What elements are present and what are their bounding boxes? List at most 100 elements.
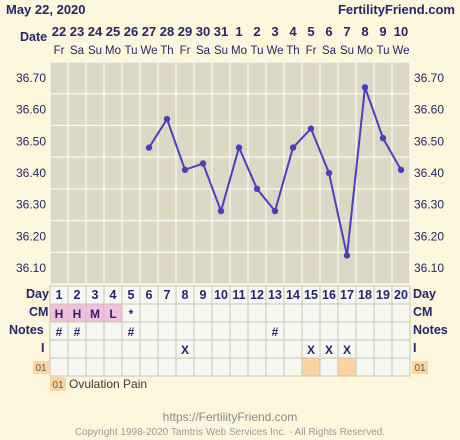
- date-label: 27: [142, 24, 156, 39]
- data-point: [199, 160, 207, 167]
- cycle-day-label: 16: [322, 288, 336, 302]
- cycle-day-label: 9: [200, 288, 207, 302]
- weekday-label: Th: [286, 45, 299, 57]
- code-badge-right-text: 01: [414, 363, 426, 374]
- notes-value: #: [128, 325, 135, 339]
- date-label: 4: [289, 24, 297, 39]
- weekday-label: We: [392, 45, 409, 57]
- weekday-label: Fr: [306, 45, 317, 57]
- y-tick-label: 36.40: [414, 166, 444, 180]
- data-point: [163, 115, 171, 123]
- date-label: 22: [52, 24, 66, 39]
- cm-cell-fill: [68, 304, 86, 322]
- cycle-day-label: 14: [286, 288, 300, 302]
- date-row-label: Date: [20, 30, 47, 44]
- code-badge-right: [412, 361, 428, 374]
- data-point: [253, 185, 261, 193]
- date-label: 1: [235, 24, 242, 39]
- data-point: [217, 207, 225, 215]
- weekday-label: Fr: [54, 45, 65, 57]
- code-cell-fill: [338, 358, 356, 376]
- i-row-label-right: I: [413, 341, 416, 355]
- legend-code: 01: [52, 380, 64, 391]
- y-tick-label: 36.20: [414, 229, 444, 243]
- notes-row-label-right: Notes: [413, 323, 448, 337]
- notes-value: #: [272, 325, 279, 339]
- chart-date: May 22, 2020: [6, 2, 86, 17]
- i-row-label-left: I: [41, 341, 44, 355]
- site-name: FertilityFriend.com: [338, 2, 455, 17]
- cycle-day-label: 15: [304, 288, 318, 302]
- cycle-day-label: 13: [268, 288, 282, 302]
- date-label: 2: [253, 24, 260, 39]
- weekday-label: We: [140, 45, 157, 57]
- cm-cell-fill: [104, 304, 122, 322]
- legend-code-badge: [50, 377, 66, 391]
- i-value: X: [181, 343, 189, 357]
- cycle-day-label: 12: [250, 288, 264, 302]
- cycle-day-label: 5: [128, 288, 135, 302]
- date-label: 8: [361, 24, 368, 39]
- cm-value: *: [129, 307, 134, 321]
- weekday-label: Su: [88, 45, 102, 57]
- y-axis-left: 36.70 36.60 36.50 36.40 36.30 36.20 36.10: [16, 71, 46, 275]
- y-tick-label: 36.10: [16, 261, 46, 275]
- date-label: 26: [124, 24, 138, 39]
- y-tick-label: 36.30: [414, 198, 444, 212]
- cm-cell-fill: [50, 304, 68, 322]
- cycle-day-label: 6: [146, 288, 153, 302]
- weekday-label: We: [266, 45, 283, 57]
- y-tick-label: 36.20: [16, 229, 46, 243]
- data-point: [289, 144, 297, 151]
- date-label: 9: [379, 24, 386, 39]
- weekday-label: Mo: [231, 45, 247, 57]
- cycle-day-label: 18: [358, 288, 372, 302]
- y-tick-label: 36.60: [414, 103, 444, 117]
- weekday-label: Tu: [251, 45, 264, 57]
- cycle-day-label: 11: [232, 288, 245, 302]
- data-table: 1 2 3 4 5 6 7 8 9 10 11 12 13 14 15 16 17 18 19 20H H M L *# # # #…: [49, 285, 411, 377]
- cycle-day-label: 20: [394, 288, 408, 302]
- weekday-label: Fr: [180, 45, 191, 57]
- data-point: [343, 252, 351, 259]
- date-label: 31: [214, 24, 228, 39]
- i-value: X: [343, 343, 351, 357]
- date-label: 29: [178, 24, 192, 39]
- grid: [49, 61, 411, 317]
- cycle-day-label: 17: [340, 288, 354, 302]
- weekday-label: Tu: [377, 45, 390, 57]
- notes-row-label-left: Notes: [9, 323, 44, 337]
- cm-row-label-right: CM: [413, 305, 432, 319]
- i-value: X: [307, 343, 315, 357]
- weekday-label: Su: [340, 45, 354, 57]
- weekday-label: Tu: [125, 45, 138, 57]
- weekday-label: Th: [160, 45, 173, 57]
- cycle-day-label: 10: [214, 288, 228, 302]
- data-point: [361, 84, 369, 91]
- weekday-label: Sa: [322, 45, 337, 57]
- y-tick-label: 36.70: [16, 71, 46, 85]
- weekday-label: Sa: [70, 45, 85, 57]
- date-label: 3: [271, 24, 278, 39]
- cycle-day-label: 1: [56, 288, 63, 302]
- data-point: [325, 169, 333, 177]
- i-value: X: [325, 343, 333, 357]
- y-tick-label: 36.50: [16, 134, 46, 148]
- data-point: [181, 166, 189, 174]
- date-label: 5: [307, 24, 314, 39]
- notes-value: #: [56, 325, 63, 339]
- y-tick-label: 36.30: [16, 198, 46, 212]
- footer-copyright: Copyright 1998-2020 Tamtris Web Services…: [75, 427, 385, 438]
- data-point: [397, 166, 405, 174]
- cm-value: H: [55, 307, 64, 321]
- notes-value: #: [74, 325, 81, 339]
- day-row-label-left: Day: [26, 287, 49, 301]
- cm-row-label-left: CM: [29, 305, 48, 319]
- weekday-label: Mo: [105, 45, 121, 57]
- date-label: 24: [88, 24, 103, 39]
- y-tick-label: 36.70: [414, 71, 444, 85]
- date-labels: 22 23 24 25 26 27 28 29 30 31 1 2 3 4 5 6 7 8 9 10: [52, 24, 408, 39]
- y-tick-label: 36.10: [414, 261, 444, 275]
- code-badge-left-text: 01: [35, 363, 47, 374]
